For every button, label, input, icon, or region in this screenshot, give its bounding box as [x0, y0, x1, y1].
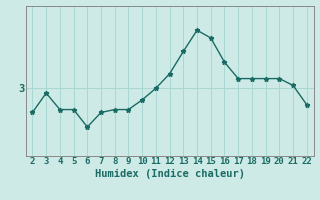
- X-axis label: Humidex (Indice chaleur): Humidex (Indice chaleur): [95, 169, 244, 179]
